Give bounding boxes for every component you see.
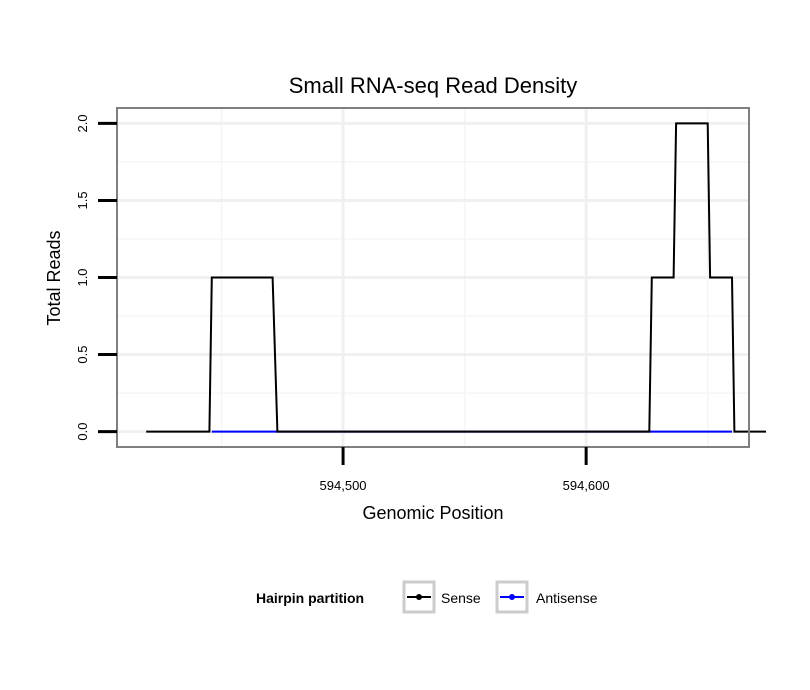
y-tick-label: 0.5 xyxy=(75,346,90,364)
x-tick-label: 594,600 xyxy=(563,478,610,493)
series-group xyxy=(146,122,766,433)
y-tick-label: 0.0 xyxy=(75,423,90,441)
legend-title: Hairpin partition xyxy=(256,590,364,606)
legend-label-sense: Sense xyxy=(441,590,481,606)
y-tick-label: 1.0 xyxy=(75,268,90,286)
legend-point-antisense xyxy=(509,594,515,600)
y-axis: 0.0 0.5 1.0 1.5 2.0 xyxy=(75,114,117,441)
chart-title: Small RNA-seq Read Density xyxy=(289,73,578,98)
x-tick-label: 594,500 xyxy=(320,478,367,493)
y-axis-label: Total Reads xyxy=(44,230,64,325)
legend-label-antisense: Antisense xyxy=(536,590,598,606)
series-line-sense xyxy=(146,122,766,433)
x-axis: 594,500 594,600 xyxy=(320,447,610,493)
y-tick-label: 1.5 xyxy=(75,191,90,209)
legend-point-sense xyxy=(416,594,422,600)
y-tick-label: 2.0 xyxy=(75,114,90,132)
x-axis-label: Genomic Position xyxy=(362,503,503,523)
legend: Hairpin partition Sense Antisense xyxy=(256,580,598,614)
